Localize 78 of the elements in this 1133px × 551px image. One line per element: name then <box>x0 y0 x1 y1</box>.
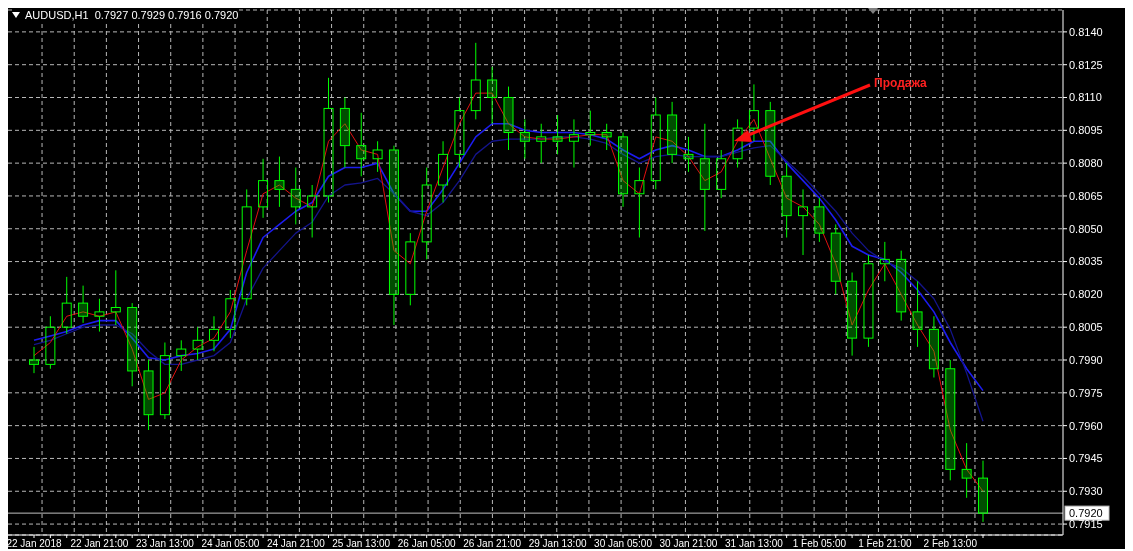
y-tick-label: 0.8005 <box>1069 321 1103 334</box>
x-tick-label: 1 Feb 21:00 <box>858 538 912 550</box>
y-tick-label: 0.7990 <box>1069 353 1103 366</box>
y-tick-label: 0.8065 <box>1069 189 1103 202</box>
candlestick <box>748 83 759 142</box>
x-tick-label: 2 Feb 13:00 <box>923 538 978 550</box>
candlestick <box>258 158 269 219</box>
candlestick <box>356 112 367 177</box>
x-tick-label: 30 Jan 05:00 <box>594 538 653 550</box>
candlestick <box>307 184 318 238</box>
x-tick-label: 30 Jan 21:00 <box>659 538 718 550</box>
x-tick-label: 24 Jan 21:00 <box>266 538 326 550</box>
candlestick <box>454 97 465 168</box>
candlestick <box>618 132 629 208</box>
y-tick-label: 0.7960 <box>1069 419 1103 432</box>
candlestick <box>847 272 858 357</box>
y-tick-label: 0.7930 <box>1069 485 1103 498</box>
candlestick <box>208 315 219 352</box>
candlestick <box>388 145 399 326</box>
x-tick-label: 29 Jan 13:00 <box>528 538 587 550</box>
candlestick <box>290 167 301 225</box>
x-tick-label: 1 Feb 05:00 <box>792 538 847 550</box>
candlestick <box>159 342 170 420</box>
candlestick <box>29 346 39 374</box>
y-tick-label: 0.8095 <box>1069 124 1103 137</box>
candlestick <box>94 298 105 333</box>
candlestick <box>798 188 809 256</box>
candlestick <box>536 123 547 164</box>
y-tick-label: 0.8020 <box>1069 288 1103 301</box>
candlestick <box>339 97 350 168</box>
candlestick <box>110 269 121 326</box>
candlestick <box>519 118 530 160</box>
candlestick <box>192 326 203 361</box>
candlestick <box>552 114 563 155</box>
y-tick-label: 0.8080 <box>1069 157 1103 170</box>
x-tick-label: 31 Jan 13:00 <box>725 538 784 550</box>
y-tick-label: 0.8125 <box>1069 58 1103 71</box>
annotation: Продажа <box>874 76 927 90</box>
candlestick <box>634 167 645 238</box>
candlestick <box>830 223 841 295</box>
y-tick-label: 0.8050 <box>1069 222 1103 235</box>
candlestick <box>978 460 988 523</box>
x-tick-label: 23 Jan 13:00 <box>135 538 195 550</box>
x-tick-label: 25 Jan 13:00 <box>332 538 391 550</box>
candlestick <box>487 66 498 125</box>
y-tick-label: 0.8140 <box>1069 25 1103 38</box>
candlestick <box>45 315 56 370</box>
y-tick-label: 0.7915 <box>1069 517 1103 530</box>
candlestick <box>961 442 972 499</box>
candlestick <box>601 123 612 151</box>
candlestick <box>683 136 694 173</box>
ref-line-label: 0.7920 <box>1069 507 1103 520</box>
chart-title: AUDUSD,H1 0.7927 0.7929 0.7916 0.7920 <box>25 9 239 21</box>
x-tick-label: 24 Jan 05:00 <box>201 538 260 550</box>
x-tick-label: 22 Jan 21:00 <box>70 538 129 550</box>
x-tick-label: 26 Jan 21:00 <box>463 538 522 550</box>
y-tick-label: 0.8035 <box>1069 255 1103 268</box>
candlestick <box>127 302 138 387</box>
candlestick <box>945 359 956 481</box>
x-tick-label: 26 Jan 05:00 <box>397 538 457 550</box>
candlestick <box>667 101 678 164</box>
candlestick <box>912 280 923 348</box>
candlestick <box>699 123 710 232</box>
candlestick <box>78 285 89 324</box>
candlestick <box>143 359 154 431</box>
y-tick-label: 0.8110 <box>1069 91 1102 104</box>
candlestick <box>781 162 792 238</box>
candlestick <box>814 197 825 243</box>
y-tick-label: 0.7975 <box>1069 386 1103 399</box>
y-tick-label: 0.7945 <box>1069 452 1103 465</box>
candlestick <box>438 140 449 203</box>
candlestick <box>568 118 579 168</box>
candlestick <box>274 156 285 208</box>
candlestick <box>928 315 939 378</box>
candlestick <box>879 241 890 282</box>
candlestick <box>503 86 514 151</box>
candlestick <box>765 101 776 186</box>
candlestick <box>585 110 596 147</box>
